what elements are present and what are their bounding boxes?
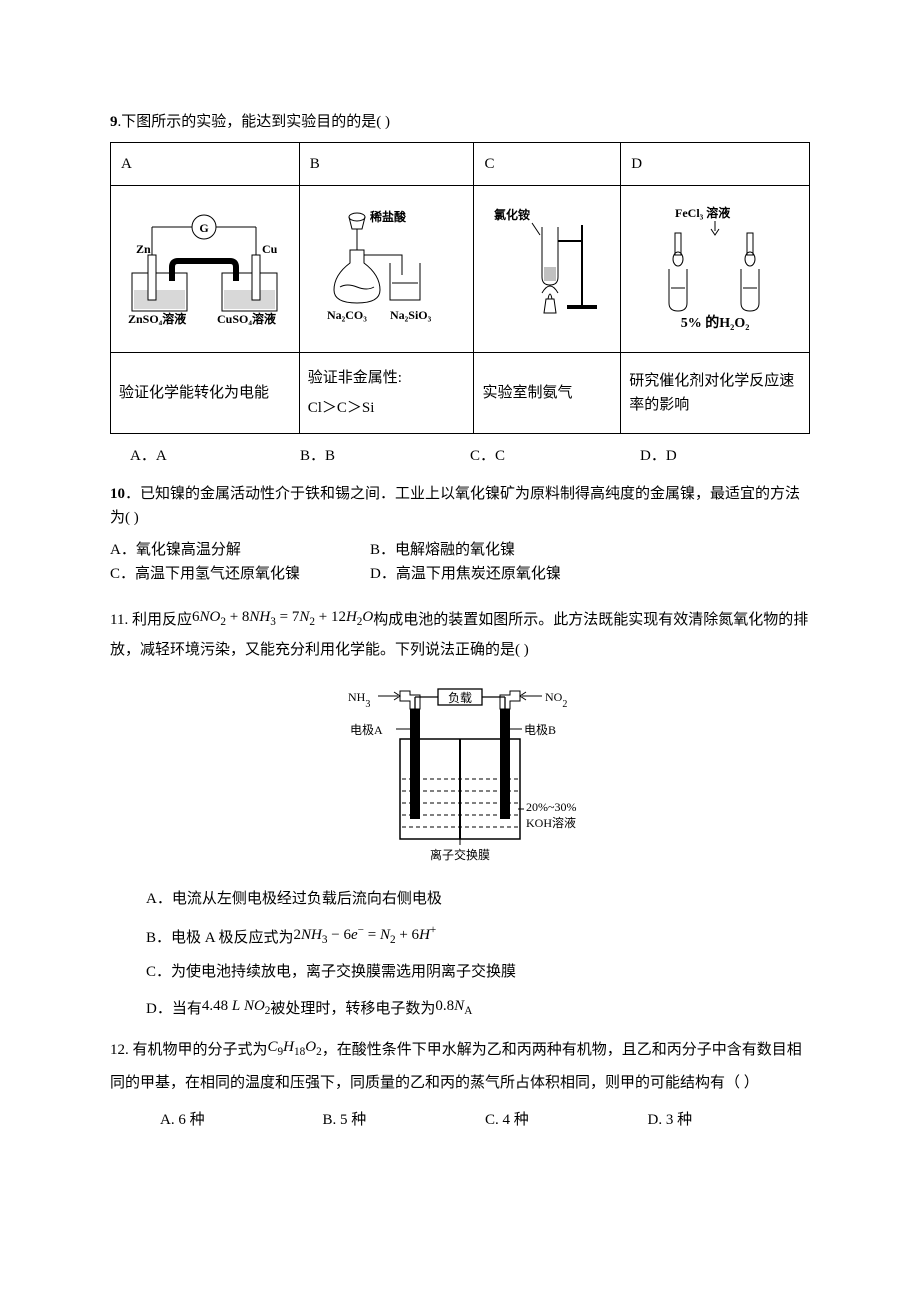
q12-opt-c: C. 4 种 xyxy=(485,1108,648,1132)
q11-d-mid2: 被处理时，转移电子数为 xyxy=(270,1001,435,1017)
q12-opt-d: D. 3 种 xyxy=(648,1108,811,1132)
cuso4-label: CuSO₄溶液 xyxy=(217,311,276,325)
q11-eq: 6NO2 + 8NH3 = 7N2 + 12H2O xyxy=(192,609,373,625)
na2co3-label: Na₂CO₃ xyxy=(327,308,367,322)
q12-options: A. 6 种 B. 5 种 C. 4 种 D. 3 种 xyxy=(110,1108,810,1132)
q11-options: A．电流从左侧电极经过负载后流向右侧电极 B．电极 A 极反应式为2NH3 − … xyxy=(110,887,810,1021)
q9-img-b: 稀盐酸 Na₂CO₃ Na₂SiO₃ xyxy=(299,186,474,353)
q9-opt-b: B．B xyxy=(300,444,470,468)
q12-stem: 12. 有机物甲的分子式为C9H18O2，在酸性条件下甲水解为乙和丙两种有机物，… xyxy=(110,1031,810,1100)
cu-label: Cu xyxy=(262,242,278,256)
q10-opt-c: C．高温下用氢气还原氧化镍 xyxy=(110,562,370,586)
eb-label: 电极B xyxy=(524,723,556,737)
q10-text: ．已知镍的金属活动性介于铁和锡之间．工业上以氧化镍矿为原料制得高纯度的金属镍，最… xyxy=(110,486,800,526)
q9-purpose-b: 验证非金属性:Cl＞C＞Si xyxy=(299,353,474,434)
q11-d-pre: D．当有 xyxy=(146,1001,202,1017)
q11-figure: 负载 NH3 NO2 电极A xyxy=(110,679,810,877)
mem-label: 离子交换膜 xyxy=(430,847,490,862)
q9-stem: 9.下图所示的实验，能达到实验目的的是( ) xyxy=(110,110,810,134)
q9-head-a: A xyxy=(111,143,300,186)
g-label: G xyxy=(200,221,209,235)
q12-formula: C9H18O2 xyxy=(268,1039,322,1055)
q10-opt-b: B．电解熔融的氧化镍 xyxy=(370,538,515,562)
q9-img-c: 氯化铵 xyxy=(474,186,621,353)
q10-opt-a: A．氧化镍高温分解 xyxy=(110,538,370,562)
q12-opt-b: B. 5 种 xyxy=(323,1108,486,1132)
q9-table: A B C D G Zn xyxy=(110,142,810,434)
q12-opt-a: A. 6 种 xyxy=(160,1108,323,1132)
q11-b-pre: B．电极 A 极反应式为 xyxy=(146,930,294,946)
q9-options: A．A B．B C．C D．D xyxy=(110,444,810,468)
q11-opt-b: B．电极 A 极反应式为2NH3 − 6e− = N2 + 6H+ xyxy=(146,921,810,950)
q9-purpose-c: 实验室制氨气 xyxy=(474,353,621,434)
load-label: 负载 xyxy=(448,691,472,705)
nh3-label: NH3 xyxy=(348,690,370,710)
q10-opt-d: D．高温下用焦炭还原氧化镍 xyxy=(370,562,561,586)
q9-head-d: D xyxy=(621,143,810,186)
q11-stem: 11. 利用反应6NO2 + 8NH3 = 7N2 + 12H2O构成电池的装置… xyxy=(110,602,810,665)
zn-label: Zn xyxy=(136,242,151,256)
znso4-label: ZnSO₄溶液 xyxy=(128,311,186,325)
q11-pre: 利用反应 xyxy=(128,612,192,628)
koh2-label: KOH溶液 xyxy=(526,815,576,830)
q9-number: 9 xyxy=(110,114,118,130)
na2sio3-label: Na₂SiO₃ xyxy=(390,308,432,322)
koh1-label: 20%~30% xyxy=(526,800,576,814)
q11-b-eq: 2NH3 − 6e− = N2 + 6H+ xyxy=(294,927,437,943)
q10-options: A．氧化镍高温分解 B．电解熔融的氧化镍 C．高温下用氢气还原氧化镍 D．高温下… xyxy=(110,538,810,586)
q9-opt-c: C．C xyxy=(470,444,640,468)
q9-opt-a: A．A xyxy=(110,444,300,468)
q10-number: 10 xyxy=(110,486,125,502)
q9-head-c: C xyxy=(474,143,621,186)
q9-purpose-d: 研究催化剂对化学反应速率的影响 xyxy=(621,353,810,434)
fecl3-label: FeCl₃ 溶液 xyxy=(675,205,730,220)
q9-img-d: FeCl₃ 溶液 5% 的H₂O₂ xyxy=(621,186,810,353)
q11-opt-d: D．当有4.48 L NO2被处理时，转移电子数为0.8NA xyxy=(146,994,810,1021)
q11-d-eq: 0.8NA xyxy=(435,998,472,1014)
q9-head-b: B xyxy=(299,143,474,186)
q12-pre: 有机物甲的分子式为 xyxy=(129,1042,268,1058)
nh4cl-label: 氯化铵 xyxy=(494,207,530,222)
no2-label: NO2 xyxy=(545,690,567,710)
q9-img-a: G Zn Cu ZnSO₄溶液 xyxy=(111,186,300,353)
ea-label: 电极A xyxy=(350,723,383,737)
battery-diagram-icon: 负载 NH3 NO2 电极A xyxy=(320,679,600,869)
q11-number: 11. xyxy=(110,612,128,628)
acid-drop-icon: 稀盐酸 Na₂CO₃ Na₂SiO₃ xyxy=(312,205,462,325)
q12-number: 12. xyxy=(110,1042,129,1058)
q11-opt-a: A．电流从左侧电极经过负载后流向右侧电极 xyxy=(146,887,810,911)
q11-opt-c: C．为使电池持续放电，离子交换膜需选用阴离子交换膜 xyxy=(146,960,810,984)
q10-stem: 10．已知镍的金属活动性介于铁和锡之间．工业上以氧化镍矿为原料制得高纯度的金属镍… xyxy=(110,482,810,530)
galvanic-cell-icon: G Zn Cu ZnSO₄溶液 xyxy=(122,205,287,325)
hcl-label: 稀盐酸 xyxy=(370,209,407,224)
catalyst-icon: FeCl₃ 溶液 xyxy=(635,203,795,323)
q11-d-mid1: 4.48 L NO2 xyxy=(202,998,271,1014)
q9-purpose-a: 验证化学能转化为电能 xyxy=(111,353,300,434)
heat-tube-icon: 氯化铵 xyxy=(482,205,612,325)
q9-text: .下图所示的实验，能达到实验目的的是( ) xyxy=(118,114,391,130)
q9-opt-d: D．D xyxy=(640,444,810,468)
